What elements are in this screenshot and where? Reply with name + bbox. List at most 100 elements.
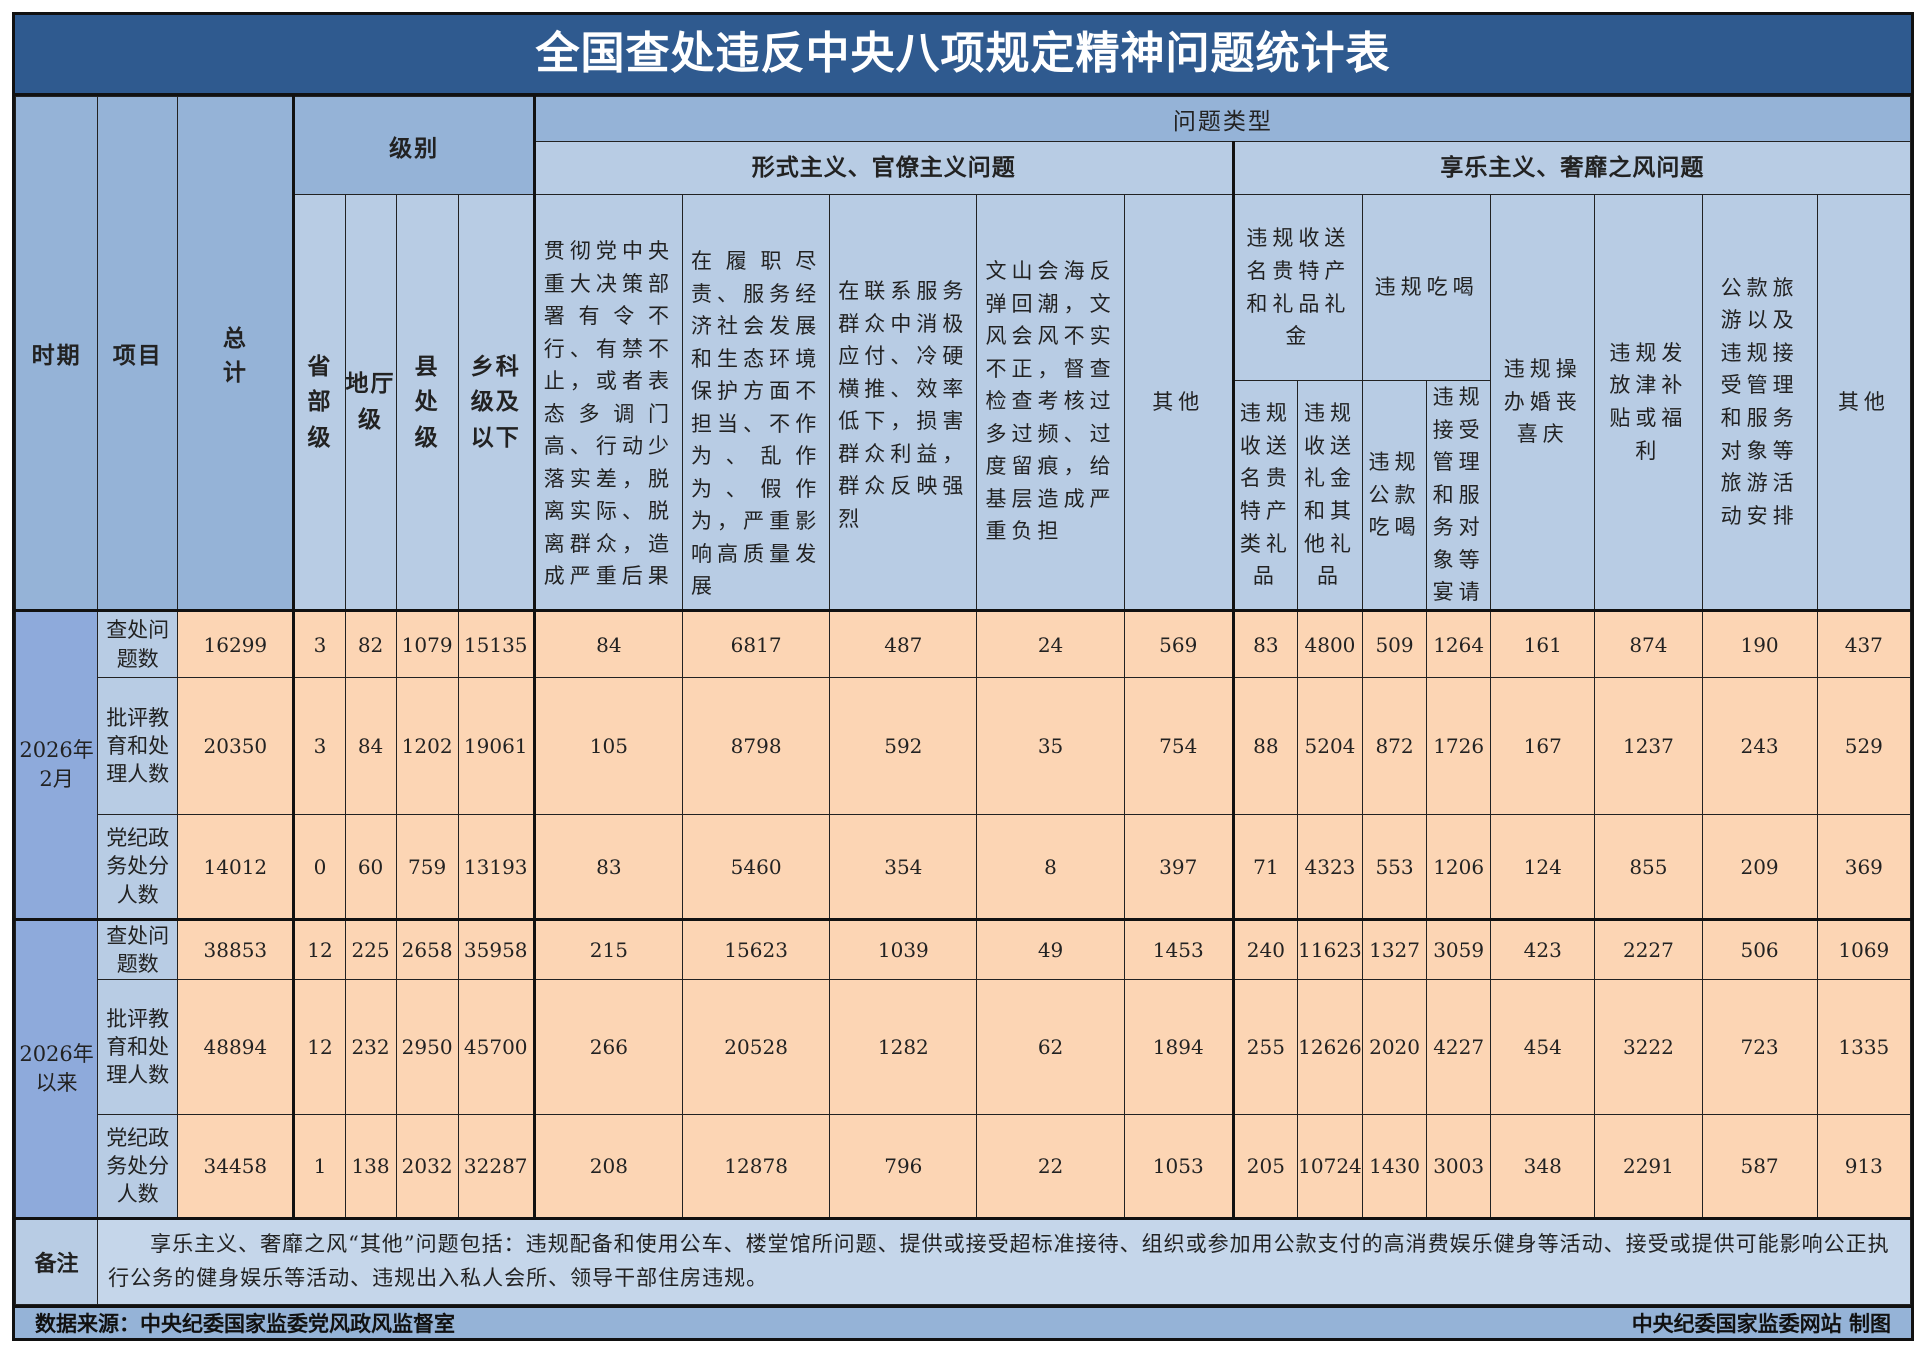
value-cell: 22	[976, 1114, 1125, 1220]
value-cell: 84	[344, 677, 397, 816]
value-cell: 138	[344, 1114, 397, 1220]
value-cell: 754	[1123, 677, 1234, 816]
value-cell: 759	[395, 814, 459, 921]
header-level-provincial: 省部级	[292, 193, 346, 612]
value-cell: 12626	[1296, 979, 1364, 1116]
credit: 中央纪委国家监委网站 制图	[1631, 1311, 1891, 1337]
table-row: 党纪政务处分人数 34458 1 138 2032 32287 208 12878 796 22 1…	[16, 1114, 1912, 1220]
value-cell: 88	[1231, 677, 1298, 816]
value-cell: 12	[292, 979, 346, 1116]
value-cell: 1430	[1361, 1114, 1428, 1220]
value-cell: 354	[829, 814, 978, 921]
value-cell: 83	[532, 814, 684, 921]
header-dining-group: 违规吃喝	[1361, 194, 1492, 381]
value-cell: 506	[1701, 918, 1818, 981]
value-cell: 14012	[177, 814, 295, 921]
header-gifts-group: 违规收送名贵特产和礼品礼金	[1231, 194, 1364, 381]
value-cell: 15135	[457, 609, 535, 679]
value-cell: 913	[1816, 1114, 1912, 1220]
value-cell: 20350	[177, 677, 295, 816]
value-cell: 2658	[395, 918, 459, 981]
value-cell: 34458	[177, 1114, 295, 1220]
value-cell: 209	[1701, 814, 1818, 921]
value-cell: 105	[532, 677, 684, 816]
value-cell: 12878	[681, 1114, 831, 1220]
header-problem-type: 问题类型	[532, 96, 1912, 142]
value-cell: 397	[1123, 814, 1234, 921]
header-accepted-banquets: 违规接受管理和服务对象等宴请	[1426, 379, 1492, 612]
header-formalism-other: 其他	[1123, 193, 1234, 612]
header-public-dining: 违规公款吃喝	[1361, 379, 1428, 612]
value-cell: 796	[829, 1114, 978, 1220]
value-cell: 1069	[1816, 918, 1912, 981]
value-cell: 48894	[177, 979, 295, 1116]
value-cell: 1726	[1426, 677, 1492, 816]
value-cell: 454	[1490, 979, 1596, 1116]
value-cell: 24	[976, 609, 1125, 679]
value-cell: 437	[1816, 609, 1912, 679]
value-cell: 2032	[395, 1114, 459, 1220]
period-label: 2026年以来	[14, 918, 99, 1220]
value-cell: 1282	[829, 979, 978, 1116]
value-cell: 529	[1816, 677, 1912, 816]
statistics-sheet: 全国查处违反中央八项规定精神问题统计表 时期 项目 总计 级别 问题类型 形式主…	[12, 12, 1914, 1342]
value-cell: 3	[292, 609, 346, 679]
value-cell: 4323	[1296, 814, 1364, 921]
header-total: 总计	[177, 95, 295, 612]
header-hedonism: 享乐主义、奢靡之风问题	[1231, 141, 1912, 195]
value-cell: 190	[1701, 609, 1818, 679]
value-cell: 49	[976, 918, 1125, 981]
value-cell: 13193	[457, 814, 535, 921]
data-source: 数据来源：中央纪委国家监委党风政风监督室	[35, 1311, 455, 1337]
value-cell: 874	[1594, 609, 1703, 679]
value-cell: 161	[1490, 609, 1596, 679]
table-row: 2026年以来 查处问题数 38853 12 225 2658 35958 215 15623 1…	[14, 918, 1912, 1220]
value-cell: 205	[1231, 1114, 1298, 1220]
table-row: 批评教育和处理人数 48894 12 232 2950 45700 266 20528 1282…	[16, 979, 1912, 1116]
header-gift-specialties: 违规收送名贵特产类礼品	[1231, 379, 1298, 612]
value-cell: 3059	[1426, 918, 1492, 981]
value-cell: 240	[1231, 918, 1298, 981]
value-cell: 16299	[177, 609, 295, 679]
value-cell: 553	[1361, 814, 1428, 921]
value-cell: 4800	[1296, 609, 1364, 679]
header-formalism: 形式主义、官僚主义问题	[532, 141, 1234, 195]
value-cell: 208	[532, 1114, 684, 1220]
row-item-label: 党纪政务处分人数	[97, 814, 179, 921]
value-cell: 243	[1701, 677, 1818, 816]
value-cell: 12	[292, 918, 346, 981]
value-cell: 19061	[457, 677, 535, 816]
sheet-title: 全国查处违反中央八项规定精神问题统计表	[15, 15, 1911, 96]
table-row: 批评教育和处理人数 20350 3 84 1202 19061 105 8798 592 35 75…	[16, 677, 1912, 816]
value-cell: 232	[344, 979, 397, 1116]
value-cell: 15623	[681, 918, 831, 981]
value-cell: 569	[1123, 609, 1234, 679]
value-cell: 487	[829, 609, 978, 679]
value-cell: 3003	[1426, 1114, 1492, 1220]
value-cell: 2020	[1361, 979, 1428, 1116]
header-item: 项目	[97, 95, 179, 612]
value-cell: 35958	[457, 918, 535, 981]
value-cell: 2950	[395, 979, 459, 1116]
header-weddings-funerals: 违规操办婚丧喜庆	[1490, 193, 1596, 612]
value-cell: 1453	[1123, 918, 1234, 981]
value-cell: 1264	[1426, 609, 1492, 679]
header-formalism-col-2: 在履职尽责、服务经济社会发展和生态环境保护方面不担当、不作为、乱作为、假作为，严…	[681, 193, 831, 612]
value-cell: 225	[344, 918, 397, 981]
value-cell: 1079	[395, 609, 459, 679]
header-travel: 公款旅游以及违规接受管理和服务对象等旅游活动安排	[1701, 193, 1818, 612]
value-cell: 20528	[681, 979, 831, 1116]
value-cell: 32287	[457, 1114, 535, 1220]
header-period: 时期	[14, 95, 99, 612]
value-cell: 2227	[1594, 918, 1703, 981]
value-cell: 10724	[1296, 1114, 1364, 1220]
value-cell: 1894	[1123, 979, 1234, 1116]
value-cell: 8798	[681, 677, 831, 816]
header-hedonism-other: 其他	[1816, 193, 1912, 612]
value-cell: 587	[1701, 1114, 1818, 1220]
value-cell: 5460	[681, 814, 831, 921]
header-level-township: 乡科级及以下	[457, 193, 535, 612]
table-row: 2026年2月 查处问题数 16299 3 82 1079 15135 84 6817 487 24…	[14, 609, 1912, 921]
value-cell: 60	[344, 814, 397, 921]
value-cell: 1	[292, 1114, 346, 1220]
